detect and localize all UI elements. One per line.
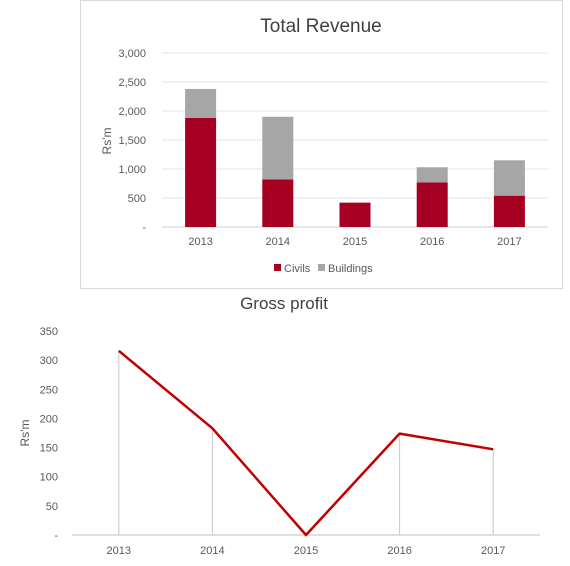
revenue-bar-buildings-2014 bbox=[262, 116, 294, 180]
gross-profit-chart-title: Gross profit bbox=[240, 294, 328, 313]
gross-profit-x-tick-label: 2016 bbox=[387, 545, 411, 557]
revenue-chart-panel bbox=[80, 0, 563, 289]
revenue-bar-civils-2017 bbox=[493, 195, 525, 227]
gross-profit-y-tick-label: 300 bbox=[40, 355, 58, 367]
gross-profit-y-axis-title: Rs'm bbox=[18, 420, 32, 447]
revenue-bars bbox=[185, 88, 525, 227]
revenue-bar-buildings-2016 bbox=[416, 167, 448, 183]
revenue-x-tick-label: 2016 bbox=[420, 236, 444, 248]
revenue-bar-civils-2016 bbox=[416, 182, 448, 227]
revenue-legend: Civils Buildings bbox=[274, 263, 373, 275]
revenue-bar-buildings-2013 bbox=[185, 88, 217, 118]
gross-profit-x-tick-label: 2015 bbox=[294, 545, 318, 557]
legend-civils-label: Civils bbox=[284, 263, 311, 275]
gross-profit-y-tick-label: 50 bbox=[46, 501, 58, 513]
gross-profit-y-tick-label: 150 bbox=[40, 443, 58, 455]
revenue-bar-civils-2013 bbox=[185, 117, 217, 227]
revenue-y-ticks: - 500 1,000 1,500 2,000 2,500 3,000 bbox=[118, 48, 146, 234]
revenue-x-tick-label: 2017 bbox=[497, 236, 521, 248]
gross-profit-x-tick-label: 2014 bbox=[200, 545, 224, 557]
gross-profit-drop-lines bbox=[118, 350, 494, 535]
gross-profit-y-tick-label: 350 bbox=[40, 326, 58, 338]
gross-profit-y-tick-label: - bbox=[54, 530, 58, 542]
revenue-y-tick-label: - bbox=[142, 222, 146, 234]
legend-civils-swatch bbox=[274, 264, 281, 271]
revenue-y-tick-label: 2,500 bbox=[118, 77, 146, 89]
revenue-bar-civils-2014 bbox=[262, 179, 294, 227]
gross-profit-y-tick-label: 100 bbox=[40, 472, 58, 484]
revenue-x-tick-label: 2013 bbox=[188, 236, 212, 248]
revenue-y-tick-label: 2,000 bbox=[118, 106, 146, 118]
revenue-x-tick-label: 2015 bbox=[343, 236, 367, 248]
revenue-chart-title: Total Revenue bbox=[260, 16, 381, 37]
gross-profit-x-ticks: 2013 2014 2015 2016 2017 bbox=[107, 545, 506, 557]
revenue-bar-buildings-2017 bbox=[493, 160, 525, 196]
legend-buildings-swatch bbox=[318, 264, 325, 271]
gross-profit-y-tick-label: 250 bbox=[40, 384, 58, 396]
revenue-y-tick-label: 1,500 bbox=[118, 135, 146, 147]
revenue-y-tick-label: 3,000 bbox=[118, 48, 146, 60]
revenue-bar-civils-2015 bbox=[339, 202, 371, 227]
revenue-gridlines bbox=[162, 52, 548, 228]
revenue-y-tick-label: 500 bbox=[128, 193, 146, 205]
revenue-y-axis-title: Rs'm bbox=[100, 128, 114, 155]
gross-profit-y-ticks: - 50 100 150 200 250 300 350 bbox=[40, 326, 59, 542]
legend-buildings-label: Buildings bbox=[328, 263, 373, 275]
gross-profit-x-tick-label: 2017 bbox=[481, 545, 505, 557]
gross-profit-line bbox=[118, 349, 494, 537]
revenue-x-tick-label: 2014 bbox=[266, 236, 290, 248]
gross-profit-x-tick-label: 2013 bbox=[107, 545, 131, 557]
gross-profit-y-tick-label: 200 bbox=[40, 413, 58, 425]
revenue-y-tick-label: 1,000 bbox=[118, 164, 146, 176]
revenue-x-ticks: 2013 2014 2015 2016 2017 bbox=[188, 236, 521, 248]
